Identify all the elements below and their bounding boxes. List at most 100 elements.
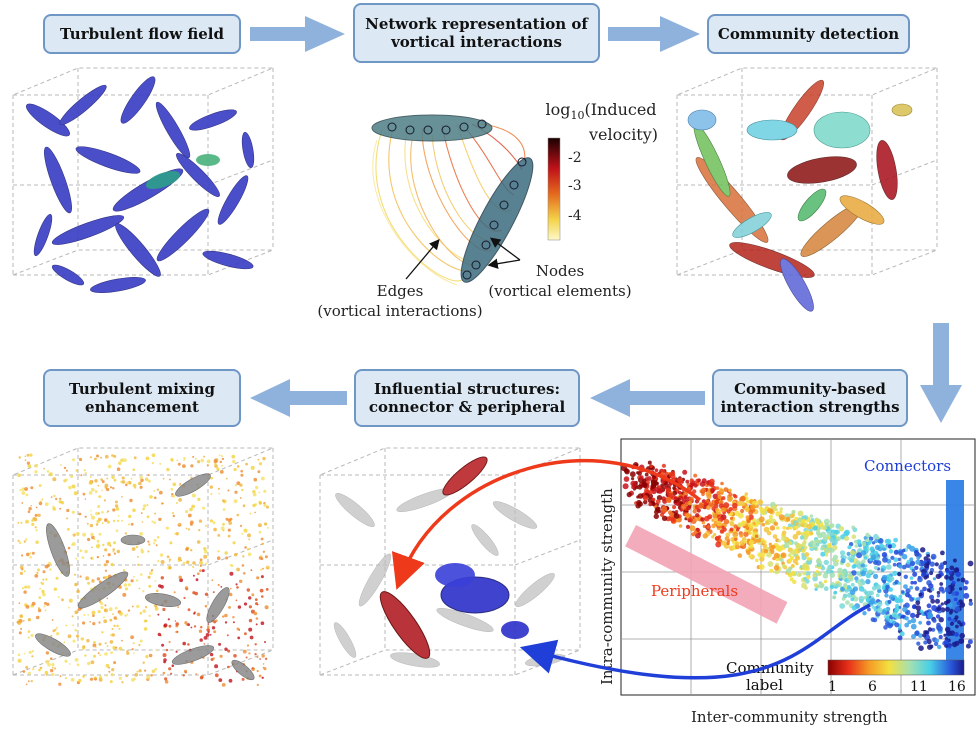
- tracer-particle: [221, 683, 226, 687]
- scatter-point: [901, 590, 905, 594]
- tracer-particle: [245, 656, 248, 659]
- scatter-point: [858, 586, 865, 592]
- tracer-particle: [187, 608, 191, 612]
- tracer-particle: [147, 474, 150, 477]
- scatter-point: [905, 592, 910, 598]
- tracer-particle: [166, 467, 170, 472]
- scatter-point: [910, 612, 916, 619]
- tracer-particle: [221, 455, 223, 457]
- tracer-particle: [265, 588, 269, 591]
- tracer-particle: [193, 612, 196, 615]
- tracer-particle: [189, 520, 194, 525]
- tracer-particle: [171, 493, 174, 496]
- scatter-point: [667, 499, 672, 503]
- tracer-particle: [203, 455, 206, 458]
- tracer-particle: [92, 643, 97, 648]
- tracer-particle: [39, 666, 43, 670]
- tracer-particle: [22, 670, 26, 673]
- tracer-particle: [156, 488, 160, 491]
- tracer-particle: [262, 567, 264, 570]
- scatter-point: [732, 502, 738, 509]
- tracer-particle: [109, 680, 113, 684]
- tracer-particle: [217, 487, 220, 490]
- scatter-point: [930, 553, 937, 560]
- tracer-particle: [131, 648, 134, 651]
- scatter-point: [823, 579, 828, 584]
- scatter-point: [795, 555, 801, 561]
- tracer-particle: [250, 465, 255, 470]
- tracer-particle: [91, 515, 95, 520]
- tracer-particle: [157, 613, 160, 616]
- tracer-particle: [127, 480, 132, 485]
- tracer-particle: [42, 592, 46, 597]
- tracer-particle: [39, 587, 42, 590]
- scatter-point: [862, 602, 868, 608]
- peripherals-annotation: Peripherals: [651, 582, 738, 600]
- tracer-particle: [254, 598, 258, 601]
- scatter-point: [795, 562, 799, 566]
- tracer-particle: [32, 551, 35, 555]
- tracer-particle: [203, 636, 208, 640]
- scatter-point: [838, 526, 845, 532]
- tracer-particle: [184, 621, 188, 625]
- scatter-point: [712, 532, 717, 537]
- tracer-particle: [162, 671, 166, 675]
- scatter-point: [660, 475, 667, 482]
- scatter-point: [872, 617, 878, 623]
- tracer-particle: [136, 604, 140, 609]
- scatter-point: [830, 548, 835, 553]
- scatter-point: [754, 521, 760, 527]
- tracer-particle: [132, 642, 135, 645]
- scatter-point: [956, 578, 961, 582]
- tracer-particle: [89, 523, 94, 528]
- scatter-point: [923, 559, 928, 564]
- scatter-point: [909, 560, 916, 566]
- tracer-particle: [216, 467, 220, 471]
- tracer-particle: [106, 520, 110, 524]
- tracer-particle: [123, 583, 128, 587]
- tracer-particle: [110, 651, 113, 655]
- tracer-particle: [254, 511, 256, 514]
- tracer-particle: [185, 547, 189, 551]
- tracer-particle: [67, 546, 71, 550]
- tracer-particle: [206, 628, 210, 632]
- tracer-particle: [89, 677, 94, 681]
- tracer-particle: [101, 480, 105, 484]
- tracer-particle: [54, 628, 57, 631]
- tracer-particle: [217, 534, 221, 537]
- tracer-particle: [115, 617, 118, 620]
- tracer-particle: [228, 678, 233, 683]
- tracer-particle: [254, 653, 257, 656]
- tracer-particle: [236, 627, 240, 631]
- tracer-particle: [206, 464, 209, 467]
- scatter-point: [704, 515, 710, 522]
- scatter-point: [701, 492, 705, 497]
- tracer-particle: [142, 590, 145, 593]
- tracer-particle: [206, 459, 211, 464]
- tracer-particle: [234, 553, 238, 557]
- scatter-point: [697, 478, 701, 483]
- tracer-particle: [232, 459, 236, 464]
- tracer-particle: [143, 619, 147, 623]
- scatter-point: [850, 582, 855, 587]
- tracer-particle: [157, 632, 161, 637]
- tracer-particle: [58, 682, 62, 686]
- tracer-particle: [229, 571, 234, 576]
- tracer-particle: [167, 618, 170, 621]
- scatter-point: [897, 581, 901, 585]
- tracer-particle: [204, 524, 207, 527]
- tracer-particle: [121, 519, 123, 522]
- tracer-particle: [240, 469, 243, 473]
- tracer-particle: [27, 510, 31, 513]
- scatter-point: [914, 565, 919, 570]
- scatter-point: [929, 594, 935, 600]
- scatter-point: [967, 639, 973, 645]
- scatter-point: [920, 547, 926, 553]
- tracer-particle: [228, 592, 233, 597]
- scatter-point: [839, 603, 846, 609]
- scatter-point: [769, 568, 774, 573]
- scatter-point: [911, 568, 916, 573]
- tracer-particle: [157, 559, 160, 563]
- scatter-point: [790, 513, 795, 519]
- tracer-particle: [31, 650, 34, 653]
